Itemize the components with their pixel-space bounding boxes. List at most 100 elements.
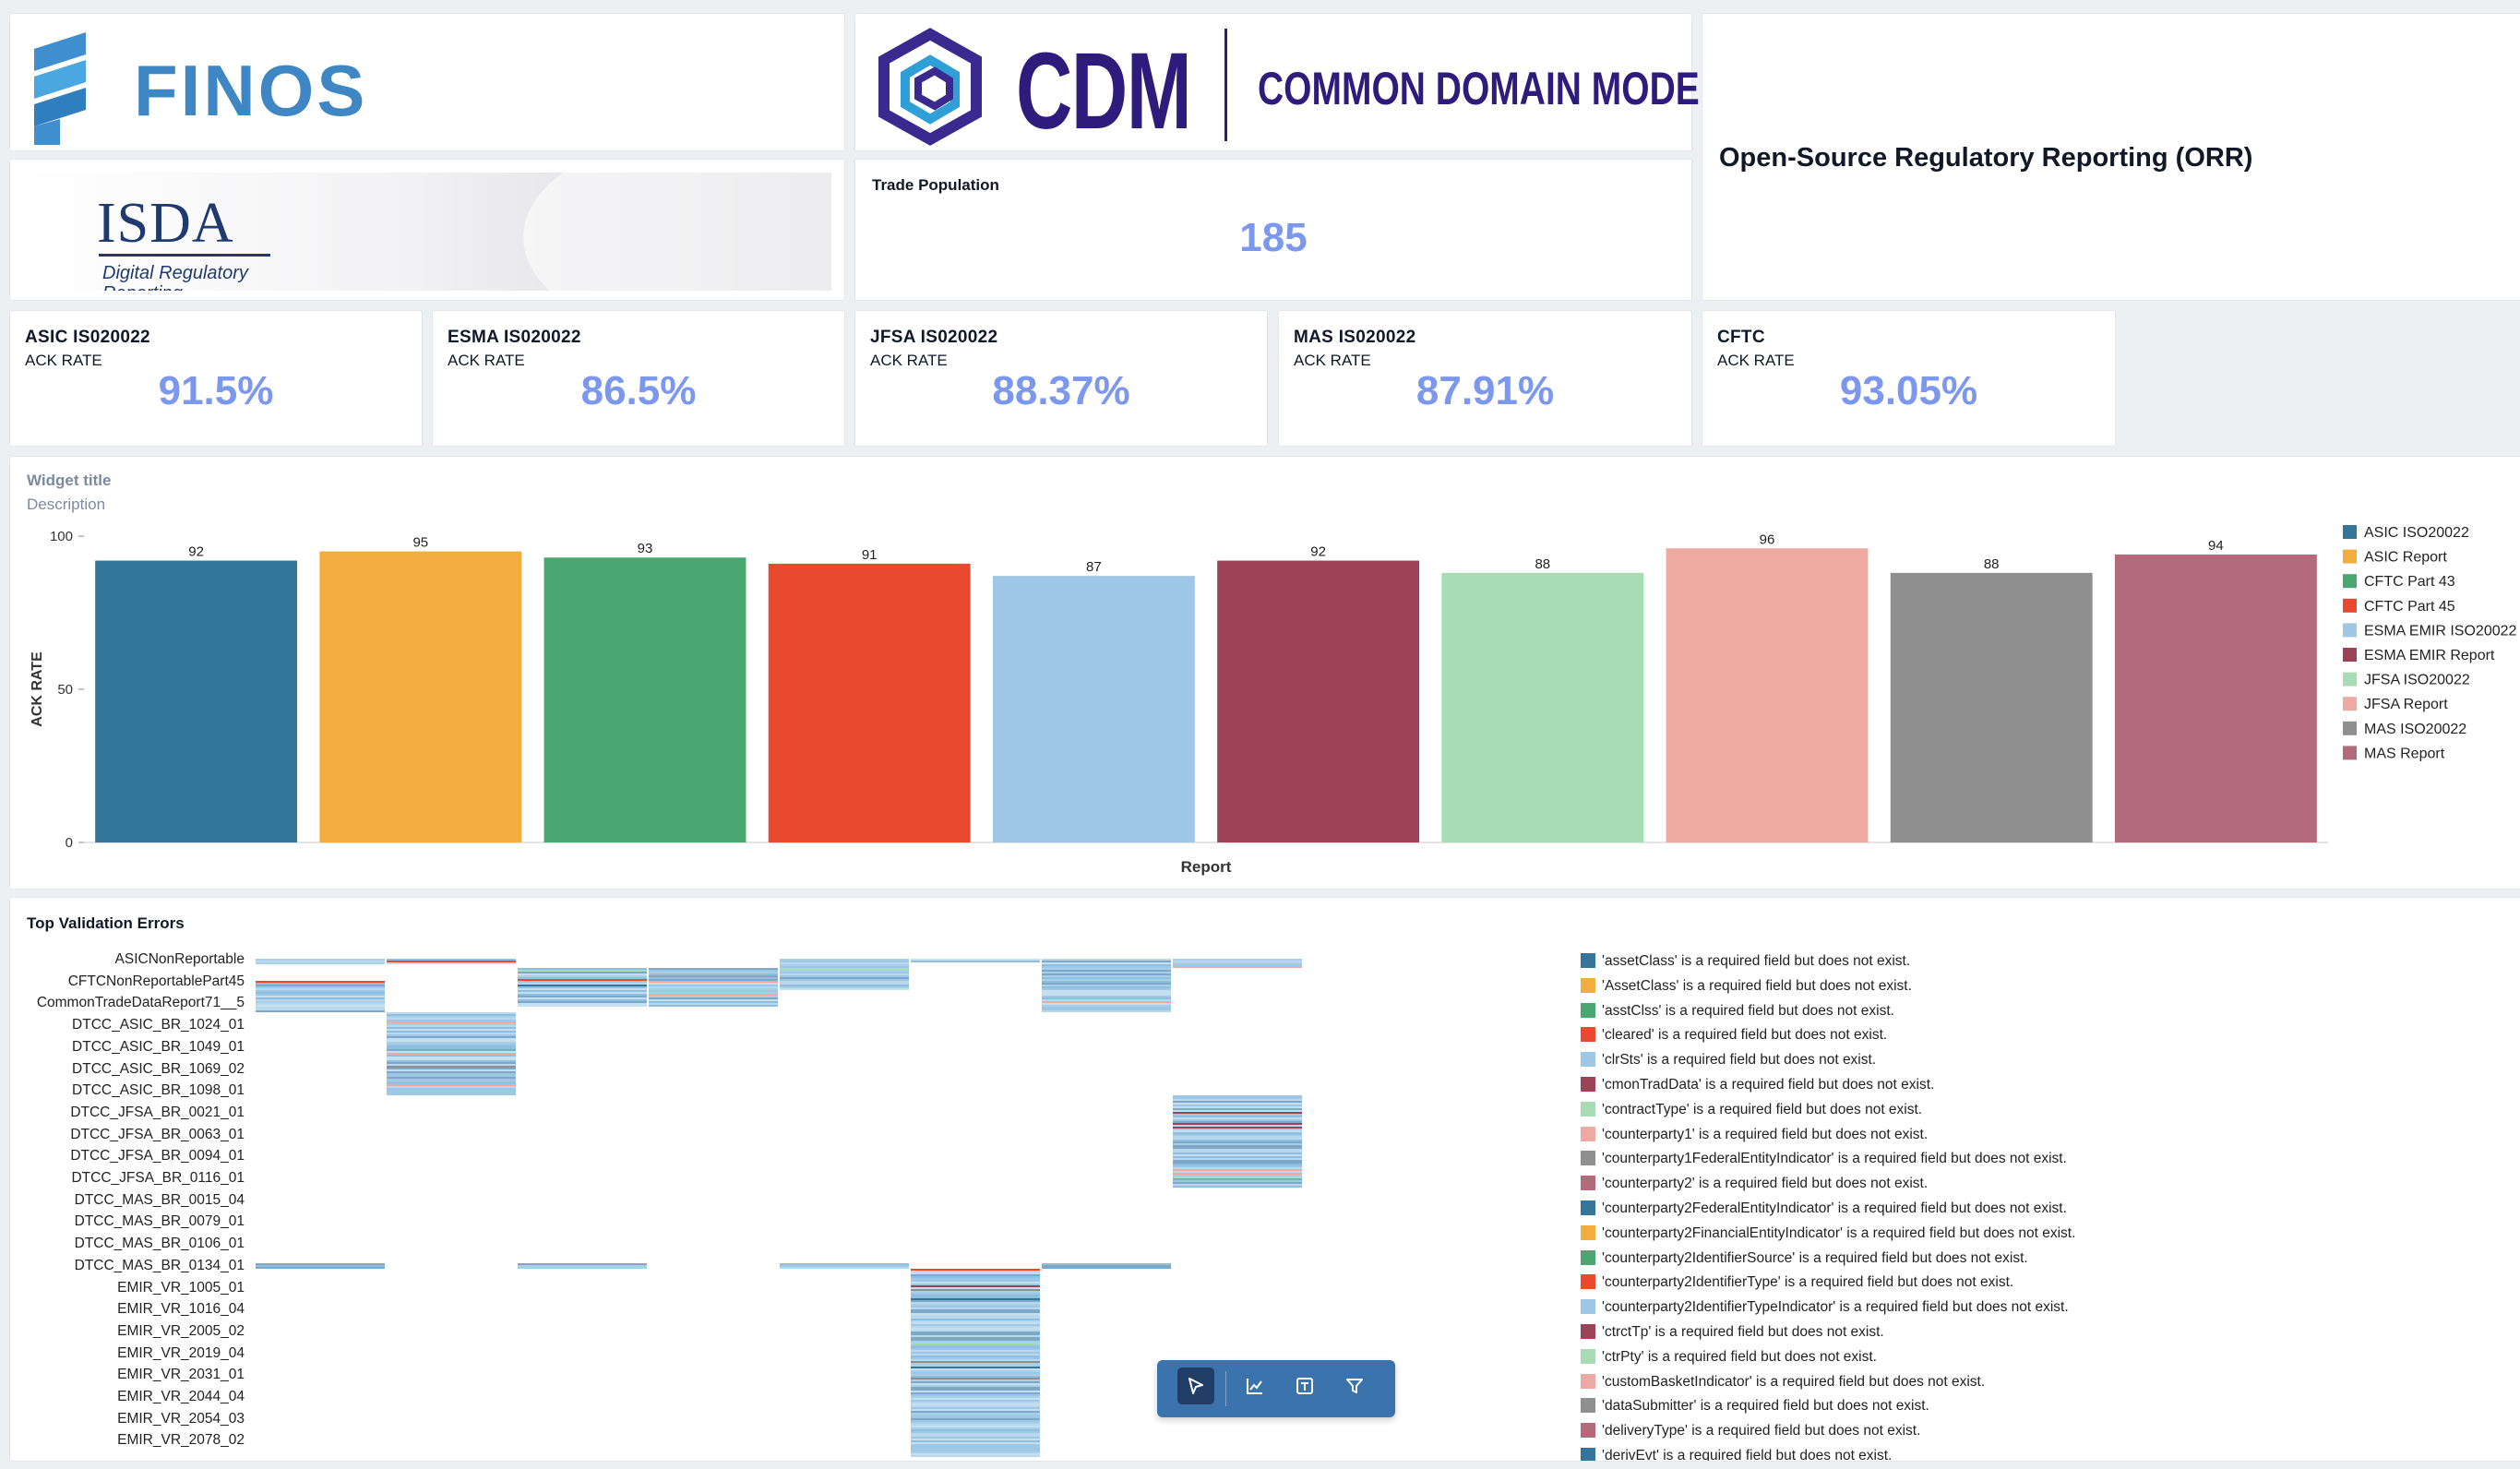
- heatmap-stripe: [256, 1265, 385, 1267]
- heatmap-stripe: [911, 961, 1040, 962]
- chart-tool-button[interactable]: [1236, 1367, 1273, 1404]
- error-legend-item[interactable]: 'cleared' is a required field but does n…: [1581, 1027, 1887, 1044]
- error-legend-item[interactable]: 'customBasketIndicator' is a required fi…: [1581, 1373, 1985, 1391]
- legend-swatch: [2343, 746, 2357, 760]
- legend-label[interactable]: ASIC Report: [2364, 550, 2447, 566]
- heatmap-cell-group[interactable]: [256, 1263, 385, 1269]
- heatmap-stripe: [911, 1420, 1040, 1422]
- heatmap-stripe: [1042, 959, 1171, 961]
- error-legend-item[interactable]: 'assetClass' is a required field but doe…: [1581, 953, 1910, 970]
- heatmap-stripe: [256, 985, 385, 986]
- error-legend-item[interactable]: 'asstClss' is a required field but does …: [1581, 1002, 1894, 1020]
- heatmap-stripe: [256, 1010, 385, 1012]
- heatmap-cell-group[interactable]: [387, 959, 516, 964]
- heatmap-cell-group[interactable]: [780, 959, 909, 990]
- bar[interactable]: [319, 551, 522, 842]
- filter-tool-button[interactable]: [1336, 1367, 1373, 1404]
- kpi-value: 93.05%: [1839, 368, 1978, 413]
- legend-label[interactable]: JFSA Report: [2364, 697, 2448, 712]
- error-legend-item[interactable]: 'deliveryType' is a required field but d…: [1581, 1423, 1920, 1439]
- heatmap-cell-group[interactable]: [911, 1269, 1040, 1457]
- heatmap-row-label: DTCC_MAS_BR_0015_04: [74, 1191, 245, 1208]
- legend-label[interactable]: JFSA ISO20022: [2364, 673, 2470, 688]
- legend-label[interactable]: ASIC ISO20022: [2364, 525, 2469, 541]
- heatmap-cell-group[interactable]: [256, 959, 385, 964]
- error-legend-item[interactable]: 'counterparty2IdentifierSource' is a req…: [1581, 1249, 2028, 1267]
- heatmap-cell-group[interactable]: [1042, 959, 1171, 1012]
- heatmap-stripe: [518, 968, 647, 970]
- kpi-sublabel: ACK RATE: [448, 352, 525, 369]
- heatmap-stripe: [1042, 994, 1171, 996]
- heatmap-stripe: [387, 1068, 516, 1069]
- heatmap-cell-group[interactable]: [518, 968, 647, 1007]
- error-legend-item[interactable]: 'counterparty2FederalEntityIndicator' is…: [1581, 1200, 2067, 1217]
- kpi-label: JFSA IS020022: [870, 328, 998, 347]
- heatmap-stripe: [1173, 1167, 1302, 1169]
- error-legend-item[interactable]: 'counterparty2FinancialEntityIndicator' …: [1581, 1224, 2075, 1242]
- heatmap-stripe: [387, 1044, 516, 1045]
- select-tool-button[interactable]: [1177, 1367, 1214, 1404]
- bar[interactable]: [992, 576, 1195, 842]
- bar-value-label: 93: [638, 541, 653, 556]
- heatmap-stripe: [387, 1084, 516, 1086]
- heatmap-stripe: [911, 1341, 1040, 1343]
- bar[interactable]: [1441, 572, 1644, 842]
- heatmap-stripe: [911, 1317, 1040, 1319]
- error-legend-item[interactable]: 'ctrPty' is a required field but does no…: [1581, 1348, 1877, 1366]
- heatmap-cell-group[interactable]: [780, 1263, 909, 1269]
- heatmap-stripe: [911, 1357, 1040, 1359]
- heatmap-stripe: [1173, 1138, 1302, 1140]
- error-legend-label: 'dataSubmitter' is a required field but …: [1602, 1398, 1929, 1415]
- heatmap-cell-group[interactable]: [649, 968, 778, 1007]
- heatmap-stripe: [1173, 964, 1302, 966]
- heatmap-stripe: [911, 1298, 1040, 1300]
- bar[interactable]: [1666, 548, 1869, 842]
- error-legend-item[interactable]: 'counterparty2IdentifierTypeIndicator' i…: [1581, 1299, 2069, 1316]
- heatmap-cell-group[interactable]: [1173, 959, 1302, 968]
- trade-population-card: Trade Population 185: [854, 159, 1692, 301]
- heatmap-stripe: [1173, 1121, 1302, 1123]
- heatmap-stripe: [1173, 1119, 1302, 1121]
- error-legend-item[interactable]: 'counterparty1FederalEntityIndicator' is…: [1581, 1151, 2067, 1167]
- heatmap-stripe: [780, 1263, 909, 1265]
- error-legend-item[interactable]: 'clrSts' is a required field but does no…: [1581, 1052, 1876, 1069]
- line-chart-icon: [1247, 1379, 1262, 1394]
- kpi-card-asic: ASIC IS020022 ACK RATE 91.5%: [9, 310, 423, 447]
- error-legend-item[interactable]: 'ctrctTp' is a required field but does n…: [1581, 1324, 1884, 1341]
- error-legend-item[interactable]: 'counterparty2IdentifierType' is a requi…: [1581, 1274, 2013, 1291]
- error-legend-item[interactable]: 'dataSubmitter' is a required field but …: [1581, 1398, 1929, 1415]
- error-legend-item[interactable]: 'counterparty2' is a required field but …: [1581, 1176, 1928, 1192]
- bar[interactable]: [768, 563, 971, 842]
- error-legend-item[interactable]: 'counterparty1' is a required field but …: [1581, 1126, 1928, 1143]
- heatmap-stripe: [387, 1081, 516, 1082]
- legend-label[interactable]: MAS ISO20022: [2364, 722, 2466, 737]
- error-legend-item[interactable]: 'cmonTradData' is a required field but d…: [1581, 1077, 1934, 1093]
- heatmap-stripe: [911, 1322, 1040, 1324]
- bar-value-label: 88: [1535, 556, 1550, 572]
- heatmap-stripe: [1173, 1160, 1302, 1162]
- heatmap-cell-group[interactable]: [1042, 1263, 1171, 1269]
- heatmap-row-label: EMIR_VR_1005_01: [117, 1279, 245, 1296]
- bar[interactable]: [95, 560, 298, 842]
- heatmap-cell-group[interactable]: [1173, 1095, 1302, 1188]
- legend-label[interactable]: CFTC Part 43: [2364, 574, 2455, 590]
- bar[interactable]: [2114, 554, 2317, 842]
- bar[interactable]: [1217, 560, 1420, 842]
- legend-label[interactable]: CFTC Part 45: [2364, 599, 2455, 615]
- heatmap-cell-group[interactable]: [387, 1012, 516, 1095]
- text-tool-button[interactable]: [1286, 1367, 1323, 1404]
- legend-label[interactable]: ESMA EMIR Report: [2364, 648, 2495, 663]
- error-legend-item[interactable]: 'derivEvt' is a required field but does …: [1581, 1448, 1892, 1461]
- legend-label[interactable]: ESMA EMIR ISO20022: [2364, 623, 2517, 639]
- error-legend-item[interactable]: 'AssetClass' is a required field but doe…: [1581, 977, 1912, 995]
- heatmap-stripe: [1173, 1125, 1302, 1127]
- bar[interactable]: [543, 557, 746, 842]
- floating-toolbar: [1157, 1360, 1395, 1417]
- legend-label[interactable]: MAS Report: [2364, 746, 2445, 761]
- heatmap-cell-group[interactable]: [518, 1263, 647, 1269]
- heatmap-cell-group[interactable]: [911, 959, 1040, 962]
- y-tick-label: 50: [57, 682, 73, 698]
- bar[interactable]: [1890, 572, 2093, 842]
- error-legend-item[interactable]: 'contractType' is a required field but d…: [1581, 1101, 1922, 1118]
- heatmap-cell-group[interactable]: [256, 981, 385, 1012]
